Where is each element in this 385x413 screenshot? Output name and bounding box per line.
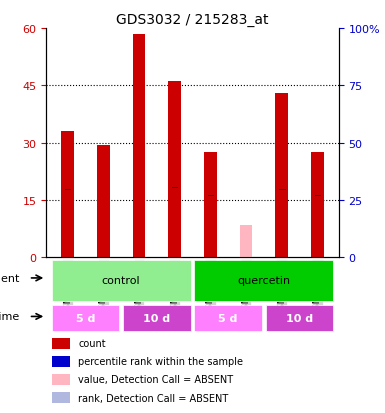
Text: control: control	[102, 275, 141, 285]
Text: 10 d: 10 d	[286, 313, 313, 323]
Text: percentile rank within the sample: percentile rank within the sample	[79, 356, 243, 367]
Bar	[52, 339, 70, 349]
Bar	[311, 153, 324, 258]
Bar	[52, 375, 70, 385]
Text: 5 d: 5 d	[219, 313, 238, 323]
Text: agent: agent	[0, 273, 20, 283]
Text: GSM174945: GSM174945	[63, 260, 72, 315]
Text: 5 d: 5 d	[76, 313, 95, 323]
Text: rank, Detection Call = ABSENT: rank, Detection Call = ABSENT	[79, 393, 229, 403]
Text: GSM174950: GSM174950	[170, 260, 179, 315]
Text: count: count	[79, 339, 106, 349]
Text: 10 d: 10 d	[143, 313, 171, 323]
FancyBboxPatch shape	[194, 260, 333, 301]
Text: GSM174819: GSM174819	[206, 260, 215, 315]
Bar	[204, 153, 217, 258]
Text: quercetin: quercetin	[237, 275, 290, 285]
Text: GSM174946: GSM174946	[99, 260, 108, 315]
Text: time: time	[0, 312, 20, 322]
Text: GSM174948: GSM174948	[313, 260, 322, 315]
FancyBboxPatch shape	[52, 305, 119, 331]
Bar	[52, 356, 70, 367]
Bar	[97, 145, 110, 258]
Text: GSM174944: GSM174944	[241, 260, 251, 314]
FancyBboxPatch shape	[52, 260, 191, 301]
Bar	[275, 94, 288, 258]
Bar	[52, 392, 70, 403]
Text: GSM174947: GSM174947	[277, 260, 286, 315]
Bar	[61, 132, 74, 258]
Bar	[240, 225, 252, 258]
Bar	[168, 82, 181, 258]
FancyBboxPatch shape	[123, 305, 191, 331]
Text: GSM174949: GSM174949	[134, 260, 144, 315]
Text: value, Detection Call = ABSENT: value, Detection Call = ABSENT	[79, 375, 234, 385]
FancyBboxPatch shape	[194, 305, 262, 331]
Bar	[133, 35, 145, 258]
FancyBboxPatch shape	[266, 305, 333, 331]
Title: GDS3032 / 215283_at: GDS3032 / 215283_at	[116, 12, 269, 26]
